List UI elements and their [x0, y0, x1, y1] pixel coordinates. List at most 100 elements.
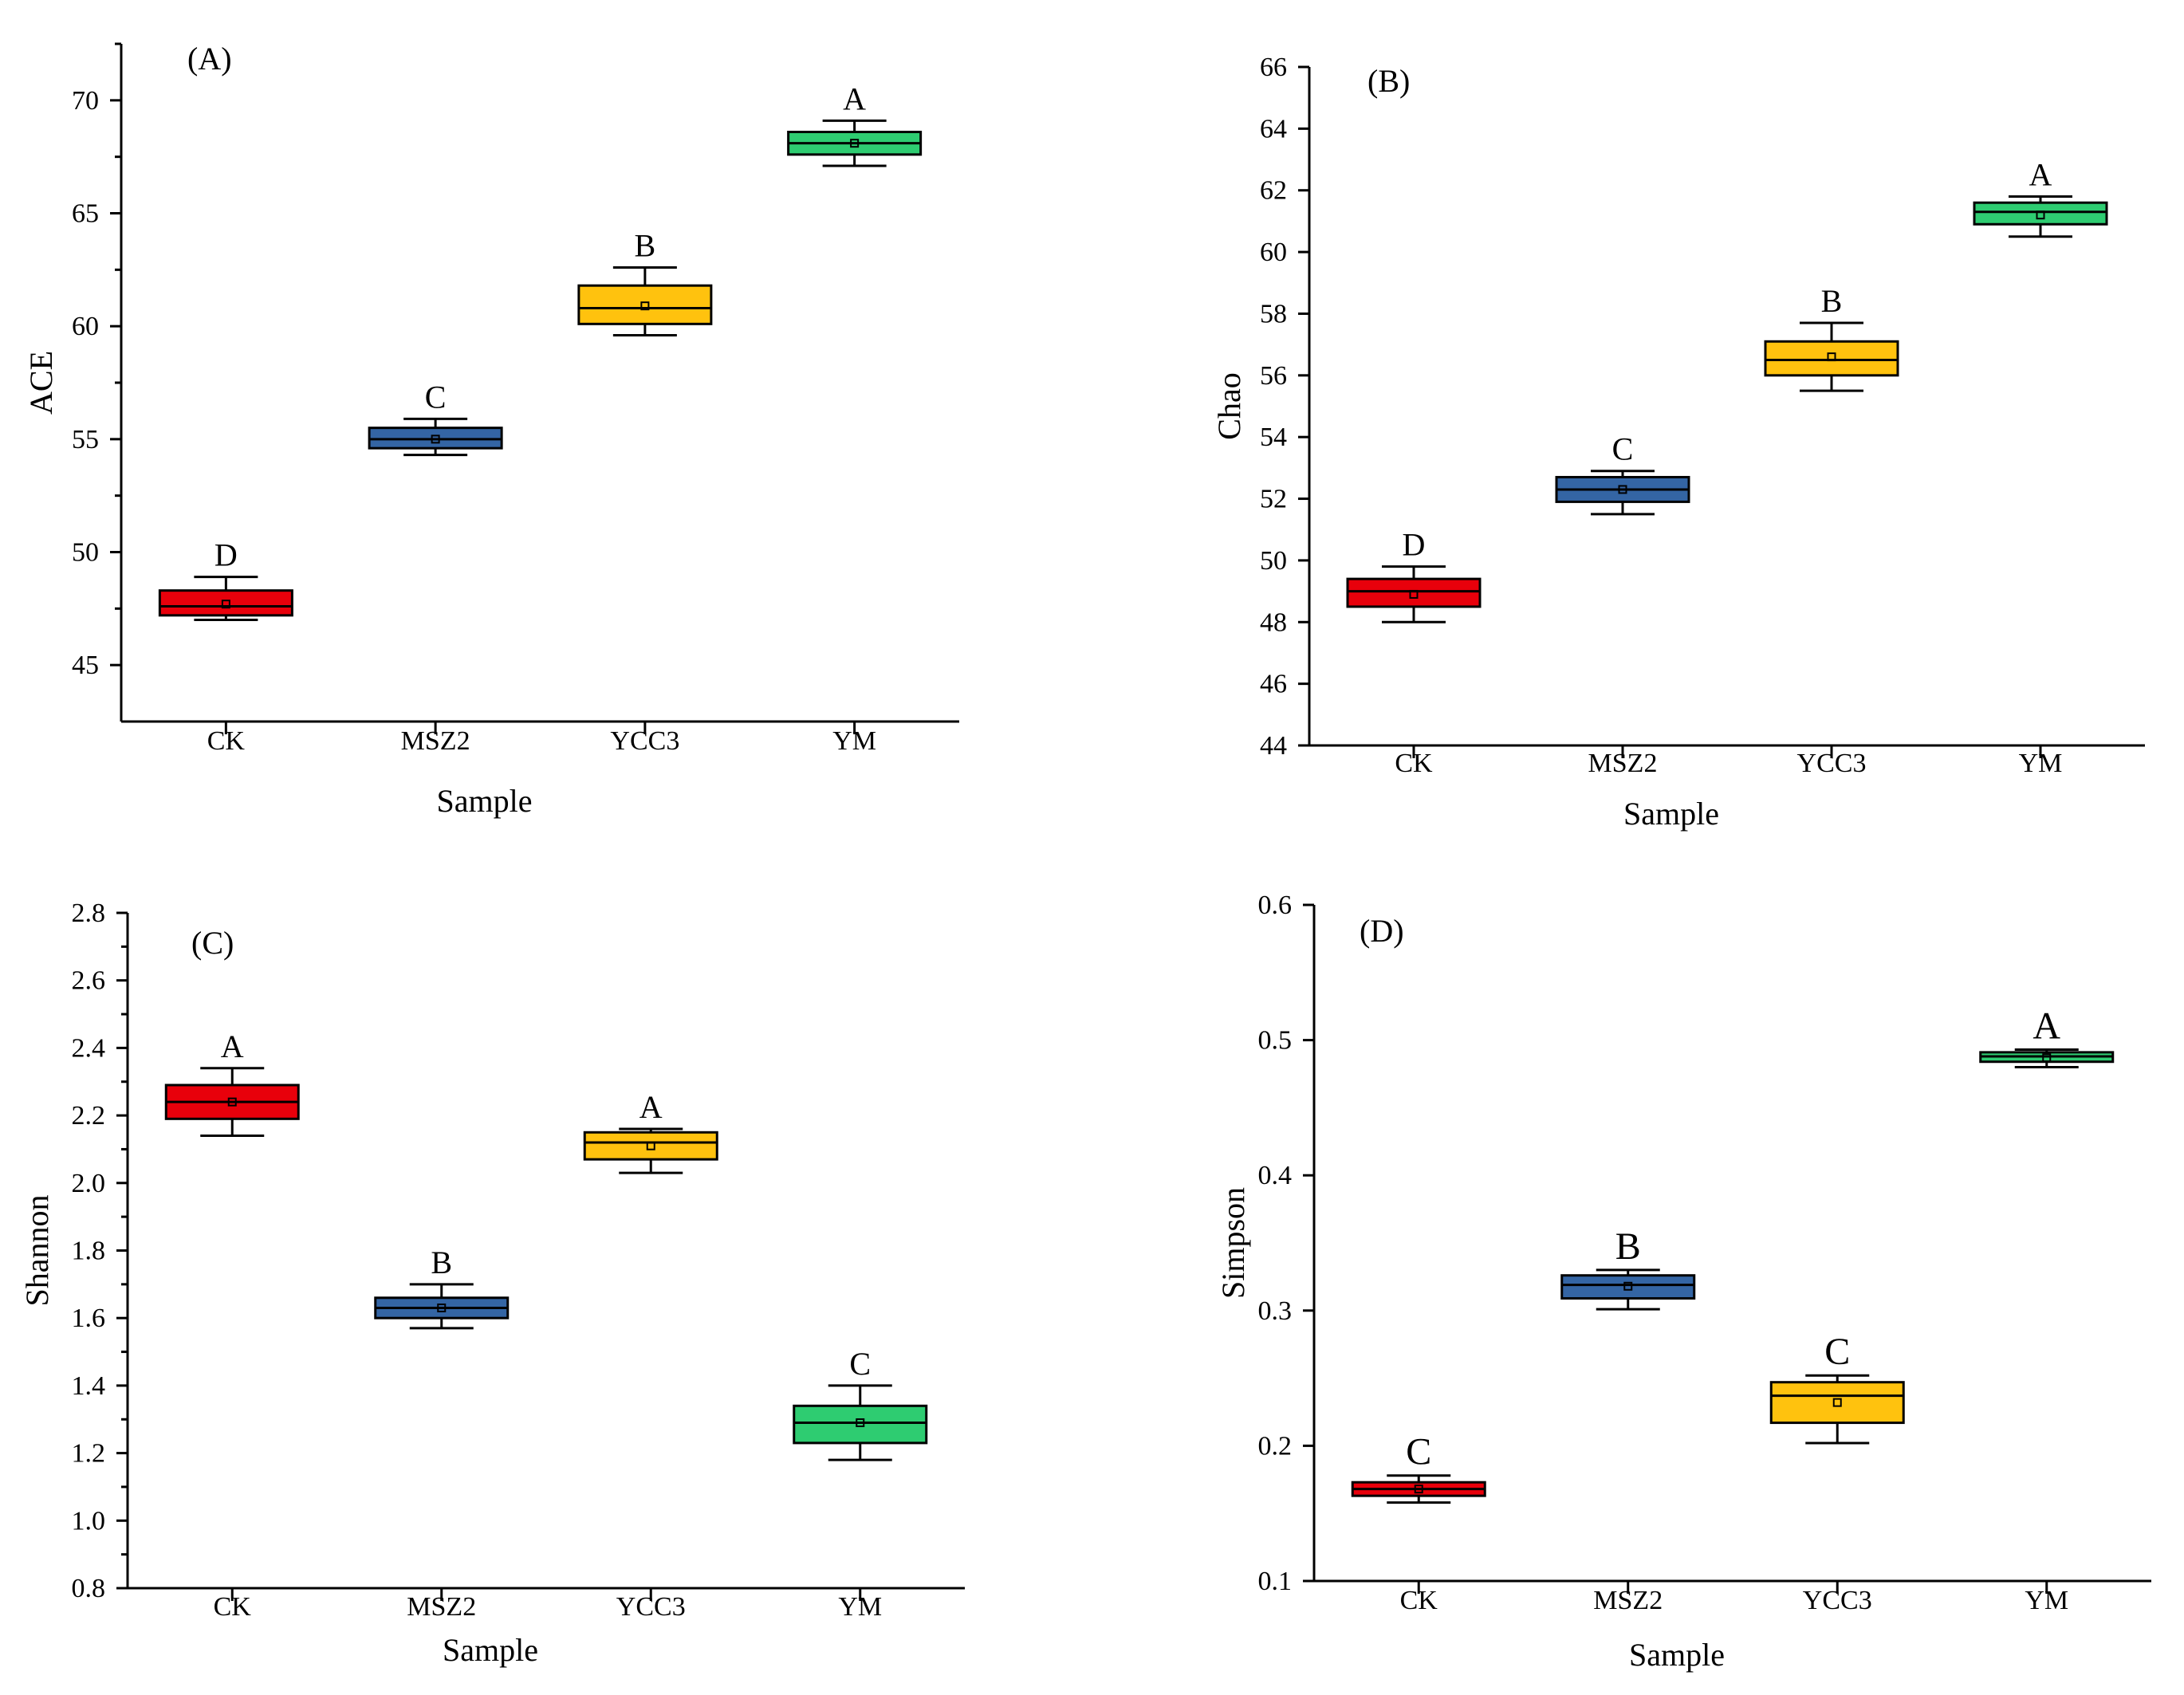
- y-tick-label: 55: [72, 425, 99, 454]
- y-tick-label: 62: [1260, 176, 1287, 206]
- significance-letter: B: [1615, 1225, 1641, 1268]
- x-tick-label-ck: CK: [207, 726, 246, 756]
- significance-letter: C: [425, 379, 447, 415]
- y-tick-label: 1.4: [72, 1371, 106, 1401]
- x-tick-label-msz2: MSZ2: [401, 726, 470, 756]
- x-tick-label-ycc3: YCC3: [610, 726, 679, 756]
- significance-letter: D: [214, 537, 238, 573]
- significance-letter: A: [639, 1089, 663, 1125]
- significance-letter: C: [1612, 431, 1634, 467]
- mean-marker: [431, 435, 440, 444]
- box-group-ck: A: [164, 1028, 300, 1138]
- mean-marker: [221, 600, 230, 609]
- significance-letter: A: [843, 81, 866, 116]
- y-tick-label: 52: [1260, 485, 1287, 514]
- box-group-ym: C: [793, 1346, 928, 1461]
- box-group-msz2: B: [1560, 1225, 1696, 1311]
- mean-marker: [856, 1418, 865, 1427]
- box-group-ycc3: B: [577, 228, 713, 336]
- box-ck: [158, 589, 293, 617]
- y-tick-label: 65: [72, 199, 99, 229]
- y-tick-label: 0.2: [1258, 1431, 1293, 1461]
- mean-marker: [2042, 1053, 2052, 1063]
- y-tick-label: 2.8: [72, 899, 106, 928]
- box-group-ck: D: [158, 537, 293, 621]
- y-tick-label: 56: [1260, 361, 1287, 391]
- mean-marker: [1414, 1485, 1423, 1494]
- box-ycc3: [1764, 340, 1899, 377]
- panel-4: 0.1 0.2 0.3 0.4 0.5 0.6 CK MSZ2 YCC3 YM Sample Simp…: [1215, 891, 2151, 1673]
- panel-label: (D): [1360, 913, 1404, 949]
- y-tick-label: 60: [72, 312, 99, 341]
- panel-1: 45 50 55 60 65 70 CK MSZ2 YCC3 YM Sample ACE (A) D C B A: [23, 41, 959, 819]
- mean-marker: [1618, 485, 1627, 494]
- y-tick-label: 2.4: [72, 1033, 106, 1063]
- y-axis-title: ACE: [23, 351, 59, 415]
- mean-marker: [640, 301, 650, 311]
- significance-letter: C: [1406, 1431, 1431, 1473]
- panel-label: (C): [191, 925, 234, 961]
- y-tick-label: 1.8: [72, 1237, 106, 1266]
- box-group-msz2: C: [1555, 431, 1690, 516]
- y-tick-label: 1.6: [72, 1304, 106, 1333]
- y-axis-title: Simpson: [1215, 1187, 1251, 1299]
- y-tick-label: 45: [72, 651, 99, 680]
- x-tick-label-ym: YM: [838, 1592, 882, 1622]
- y-tick-label: 60: [1260, 238, 1287, 267]
- y-tick-label: 0.1: [1258, 1567, 1293, 1596]
- mean-marker: [1832, 1398, 1842, 1407]
- panel-3: 0.8 1.0 1.2 1.4 1.6 1.8 2.0 2.2 2.4 2.6 2.8 CK MSZ2 Y…: [19, 899, 965, 1668]
- y-tick-label: 1.0: [72, 1506, 106, 1536]
- x-axis-title: Sample: [1623, 796, 1719, 832]
- x-tick-label-msz2: MSZ2: [1593, 1586, 1663, 1615]
- y-tick-label: 50: [1260, 546, 1287, 576]
- y-tick-label: 54: [1260, 423, 1287, 452]
- box-group-ck: D: [1346, 527, 1482, 623]
- panel-2: 44 46 48 50 52 54 56 58 60 62 64 66 CK MSZ2 YCC3 YM Samp…: [1211, 53, 2145, 832]
- y-tick-label: 0.5: [1258, 1026, 1293, 1056]
- x-tick-label-ym: YM: [832, 726, 876, 756]
- mean-marker: [437, 1303, 447, 1312]
- x-axis-title: Sample: [1629, 1637, 1725, 1673]
- box-ycc3: [583, 1131, 718, 1161]
- x-axis-title: Sample: [437, 783, 533, 819]
- box-group-ym: A: [1979, 1005, 2115, 1069]
- box-group-ck: C: [1351, 1431, 1486, 1504]
- x-tick-label-msz2: MSZ2: [407, 1592, 476, 1622]
- x-tick-label-ycc3: YCC3: [1797, 749, 1867, 778]
- significance-letter: A: [221, 1028, 244, 1064]
- y-tick-label: 2.6: [72, 966, 106, 996]
- x-tick-label-ck: CK: [1400, 1586, 1438, 1615]
- mean-marker: [646, 1141, 655, 1150]
- y-tick-label: 0.3: [1258, 1296, 1293, 1326]
- mean-marker: [227, 1097, 237, 1107]
- significance-letter: D: [1403, 527, 1426, 563]
- significance-letter: B: [635, 228, 656, 264]
- panel-label: (A): [187, 41, 232, 77]
- x-axis-title: Sample: [443, 1632, 538, 1668]
- significance-letter: A: [2032, 1005, 2060, 1047]
- box-msz2: [1560, 1274, 1696, 1300]
- y-tick-label: 50: [72, 538, 99, 568]
- significance-letter: C: [1824, 1331, 1850, 1373]
- y-tick-label: 48: [1260, 608, 1287, 637]
- box-group-ycc3: A: [583, 1089, 718, 1174]
- y-tick-label: 70: [72, 86, 99, 116]
- box-group-ycc3: C: [1769, 1331, 1905, 1445]
- mean-marker: [1409, 589, 1419, 599]
- y-tick-label: 2.2: [72, 1101, 106, 1131]
- y-axis-title: Shannon: [19, 1195, 55, 1307]
- y-tick-label: 64: [1260, 114, 1287, 144]
- y-tick-label: 66: [1260, 53, 1287, 82]
- y-tick-label: 0.6: [1258, 891, 1293, 920]
- box-group-msz2: C: [368, 379, 503, 457]
- x-tick-label-ycc3: YCC3: [1803, 1586, 1872, 1615]
- x-tick-label-ycc3: YCC3: [616, 1592, 686, 1622]
- y-tick-label: 58: [1260, 299, 1287, 328]
- y-tick-label: 44: [1260, 731, 1287, 761]
- y-tick-label: 1.2: [72, 1439, 106, 1469]
- mean-marker: [2036, 210, 2045, 220]
- box-group-ym: A: [787, 81, 923, 167]
